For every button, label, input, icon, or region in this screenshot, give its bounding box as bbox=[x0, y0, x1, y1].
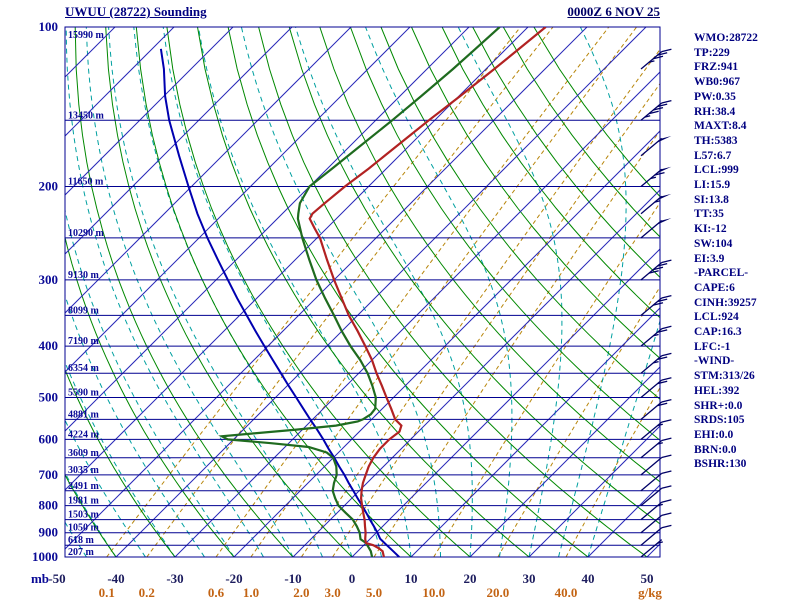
stat-line: BRN:0.0 bbox=[694, 443, 737, 456]
alab-text: 2491 m bbox=[68, 481, 100, 492]
stat-line: -WIND- bbox=[694, 355, 735, 368]
stat-line: SI:13.8 bbox=[694, 193, 729, 206]
alab-text: 1050 m bbox=[68, 523, 100, 534]
mlab-text: 1.0 bbox=[243, 585, 259, 600]
alab-text: 11650 m bbox=[68, 177, 104, 188]
alab-text: 15990 m bbox=[68, 30, 105, 41]
plot-frame bbox=[64, 26, 661, 558]
mlab-text: 0.2 bbox=[139, 585, 155, 600]
stat-line: STM:313/26 bbox=[694, 370, 755, 383]
alab-text: 10290 m bbox=[68, 228, 105, 239]
plab-text: 500 bbox=[39, 389, 59, 404]
stat-line: LFC:-1 bbox=[694, 340, 731, 353]
stat-line: LCL:924 bbox=[694, 311, 739, 324]
stat-line: SW:104 bbox=[694, 237, 733, 250]
alab-text: 4881 m bbox=[68, 409, 100, 420]
mlab-text: 0.6 bbox=[208, 585, 225, 600]
alab-text: 5590 m bbox=[68, 387, 100, 398]
mlab-text: 2.0 bbox=[293, 585, 309, 600]
alab-text: 7190 m bbox=[68, 336, 100, 347]
moist-adiabats bbox=[65, 27, 660, 557]
stat-line: LCL:999 bbox=[694, 164, 739, 177]
mlab-text: 0.1 bbox=[99, 585, 115, 600]
alab-text: 1981 m bbox=[68, 496, 100, 507]
stat-line: HEL:392 bbox=[694, 384, 740, 397]
stat-line: RH:38.4 bbox=[694, 105, 736, 118]
alab-text: 6354 m bbox=[68, 363, 100, 374]
mlab-text: g/kg bbox=[638, 585, 662, 600]
stat-line: EHI:0.0 bbox=[694, 428, 734, 441]
plab-text: 900 bbox=[39, 525, 59, 540]
stats-panel: WMO:28722 TP:229 FRZ:941 WB0:967 PW:0.35 RH:3… bbox=[694, 31, 758, 472]
alab-text: 3609 m bbox=[68, 448, 100, 459]
mlab-text: 40.0 bbox=[555, 585, 578, 600]
plab-text: 400 bbox=[39, 338, 59, 353]
alab-text: 207 m bbox=[68, 547, 95, 558]
stat-line: MAXT:8.4 bbox=[694, 120, 747, 133]
stat-line: WB0:967 bbox=[694, 76, 740, 89]
stat-line: TH:5383 bbox=[694, 134, 738, 147]
plab-text: 600 bbox=[39, 431, 59, 446]
chart-title: UWUU (28722) Sounding bbox=[65, 4, 207, 19]
tlab-text: 40 bbox=[582, 571, 595, 586]
stat-line: BSHR:130 bbox=[694, 458, 747, 471]
stat-line: LI:15.9 bbox=[694, 179, 731, 192]
stat-line: TT:35 bbox=[694, 208, 724, 221]
plab-text: 200 bbox=[39, 179, 59, 194]
stat-line: WMO:28722 bbox=[694, 32, 758, 44]
tlab-text: 10 bbox=[405, 571, 418, 586]
plab-text: 300 bbox=[39, 272, 59, 287]
tlab-text: 0 bbox=[349, 571, 356, 586]
tlab-text: 20 bbox=[464, 571, 477, 586]
stat-line: CINH:39257 bbox=[694, 296, 757, 309]
tlab-text: 30 bbox=[523, 571, 536, 586]
stat-line: EI:3.9 bbox=[694, 252, 725, 265]
alab-text: 13450 m bbox=[68, 110, 105, 121]
alab-text: 8099 m bbox=[68, 305, 100, 316]
dewpoint-trace bbox=[218, 27, 501, 557]
mlab-text: 3.0 bbox=[324, 585, 340, 600]
alab-text: 9130 m bbox=[68, 270, 100, 281]
isobars bbox=[64, 26, 661, 558]
wind-barbs bbox=[640, 48, 672, 558]
alab-text: 4224 m bbox=[68, 429, 100, 440]
mlab-text: 5.0 bbox=[366, 585, 382, 600]
stat-line: L57:6.7 bbox=[694, 149, 732, 162]
alab-text: 1503 m bbox=[68, 510, 100, 521]
stat-line: KI:-12 bbox=[694, 223, 727, 236]
temperature-trace bbox=[308, 27, 547, 557]
chart-datetime: 0000Z 6 NOV 25 bbox=[567, 4, 660, 19]
tlab-text: -10 bbox=[284, 571, 301, 586]
stat-line: -PARCEL- bbox=[694, 267, 749, 280]
mlab-text: 20.0 bbox=[486, 585, 509, 600]
stat-line: CAP:16.3 bbox=[694, 326, 742, 339]
stat-line: SHR+:0.0 bbox=[694, 399, 743, 412]
parcel-trace bbox=[159, 48, 400, 557]
alab-text: 3035 m bbox=[68, 465, 100, 476]
stat-line: SRDS:105 bbox=[694, 414, 745, 427]
plab-text: 1000 bbox=[32, 549, 58, 564]
tlab-text: -40 bbox=[107, 571, 124, 586]
alab-text: 618 m bbox=[68, 535, 95, 546]
stat-line: FRZ:941 bbox=[694, 61, 739, 74]
tlab-text: -20 bbox=[225, 571, 242, 586]
mlab-text: 10.0 bbox=[422, 585, 445, 600]
plab-text: 700 bbox=[39, 467, 59, 482]
plab-text: 100 bbox=[39, 19, 59, 34]
dry-adiabats bbox=[65, 27, 660, 557]
tlab-text: -50 bbox=[48, 571, 65, 586]
tlab-text: mb bbox=[31, 571, 49, 586]
stat-line: CAPE:6 bbox=[694, 281, 735, 294]
tlab-text: 50 bbox=[641, 571, 654, 586]
sounding-traces bbox=[159, 27, 547, 557]
stat-line: TP:229 bbox=[694, 46, 730, 59]
plab-text: 800 bbox=[39, 498, 59, 513]
stat-line: PW:0.35 bbox=[694, 90, 736, 103]
tlab-text: -30 bbox=[166, 571, 183, 586]
